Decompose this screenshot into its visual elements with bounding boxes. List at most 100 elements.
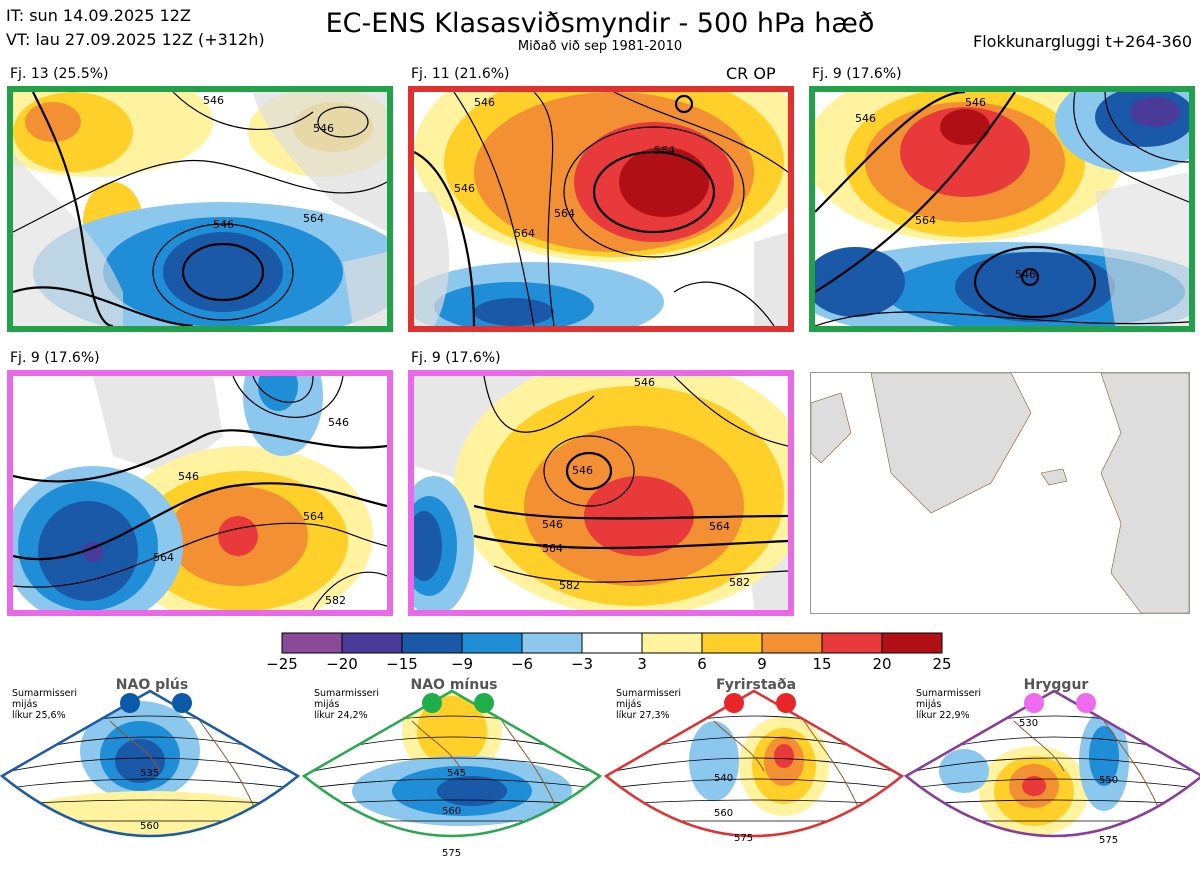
regime-anomaly — [774, 744, 794, 768]
regime-anomaly — [689, 721, 739, 801]
height-contour — [543, 435, 635, 507]
contour-label: 564 — [542, 542, 563, 555]
contour-label: 546 — [542, 518, 563, 531]
contour-label: 546 — [328, 416, 349, 429]
regime-meta-line: mijás — [916, 699, 942, 710]
height-contour — [232, 376, 344, 418]
contour-label: 564 — [554, 207, 575, 220]
regime-contour — [906, 757, 1200, 774]
regime-meta: Sumarmisseri mijás líkur 25,6% — [12, 688, 82, 721]
regime-meta-line: Sumarmisseri — [314, 688, 380, 699]
regime-fan-4: 530 550 575 — [904, 689, 1200, 863]
regime-contour — [904, 853, 1200, 863]
regime-contour-label: 575 — [1099, 835, 1118, 846]
colorbar-swatch — [401, 632, 463, 654]
cluster-panel-4: 546 546 564 564 582 — [7, 370, 393, 616]
height-contour — [613, 92, 788, 173]
regime-contour-label: 550 — [1099, 775, 1118, 786]
height-contour — [13, 482, 387, 561]
height-contour — [483, 376, 595, 433]
land-europe — [1100, 373, 1189, 613]
panel-label-2: Fj. 11 (21.6%) — [411, 66, 510, 82]
regime-marker — [724, 693, 744, 713]
regime-marker — [172, 693, 192, 713]
regime-meta: Sumarmisseri mijás líkur 24,2% — [314, 688, 384, 721]
contour-label: 546 — [965, 96, 986, 109]
contour-label: 564 — [915, 214, 936, 227]
colorbar-tick-label: 6 — [697, 655, 707, 673]
regime-anomaly — [437, 776, 507, 806]
colorbar-swatch — [761, 632, 823, 654]
anomaly-negative — [414, 511, 442, 581]
height-contour — [32, 92, 114, 326]
contour-label: 564 — [303, 212, 324, 225]
regime-anomaly — [939, 749, 989, 793]
height-contour — [815, 311, 1189, 326]
contour-label: 564 — [709, 520, 730, 533]
height-contour — [152, 223, 294, 321]
land-greenland — [253, 92, 387, 232]
height-contour — [13, 429, 387, 483]
regime-fan-3: 540 560 575 — [604, 689, 904, 863]
regime-meta-line: Sumarmisseri — [12, 688, 78, 699]
regime-title: Fyrirstaða — [715, 677, 797, 693]
regime-contour-label: 545 — [447, 768, 466, 779]
cluster-panel-1: 546 546 546 564 — [7, 86, 393, 332]
land-iceland — [1040, 468, 1068, 486]
regime-contour-label: 560 — [140, 821, 159, 832]
colorbar-swatch — [461, 632, 523, 654]
contour-label: 546 — [178, 470, 199, 483]
contour-label: 546 — [634, 376, 655, 389]
regime-meta-line: Sumarmisseri — [616, 688, 682, 699]
height-contour — [592, 150, 716, 234]
colorbar-tick-label: −15 — [386, 655, 418, 673]
height-contour — [563, 126, 745, 258]
regime-meta-line: mijás — [616, 699, 642, 710]
regime-contour-label: 575 — [734, 833, 753, 844]
land-canada — [414, 192, 449, 326]
colorbar-tick-label: −9 — [450, 655, 474, 673]
regime-contour-label: 535 — [140, 768, 159, 779]
regime-contour — [606, 757, 902, 774]
contour-label: 582 — [325, 594, 346, 607]
regime-contour — [304, 757, 600, 774]
cr-op-tag: CR OP — [726, 64, 776, 83]
cluster-map-4: 546 546 564 564 582 — [13, 376, 387, 610]
regime-marker — [1024, 693, 1044, 713]
regime-contour — [604, 837, 904, 842]
panel-label-1: Fj. 13 (25.5%) — [10, 66, 109, 82]
regime-fan-1: 535 560 — [0, 689, 300, 863]
regime-marker — [474, 693, 494, 713]
colorbar-tick-label: 15 — [812, 655, 832, 673]
regime-contour — [0, 853, 300, 863]
contour-label: 546 — [855, 112, 876, 125]
regime-contour-label: 560 — [714, 808, 733, 819]
height-contour — [473, 534, 788, 550]
height-contour — [815, 92, 1016, 293]
cluster-panel-2: 546 546 564 564 564 — [408, 86, 794, 332]
land-greenland — [870, 373, 1032, 514]
colorbar-tick-label: 25 — [932, 655, 952, 673]
height-contour — [1073, 92, 1189, 203]
colorbar-tick-label: −3 — [570, 655, 594, 673]
regime-fan-2: 545 560 575 — [302, 689, 602, 859]
regime-marker — [776, 693, 796, 713]
regime-meta: Sumarmisseri mijás líkur 27,3% — [616, 688, 686, 721]
anomaly-positive — [619, 147, 709, 217]
height-contour — [673, 281, 775, 326]
land-greenland — [93, 376, 223, 476]
page-subtitle: Miðað við sep 1981-2010 — [517, 39, 683, 54]
regime-anomaly — [1089, 726, 1119, 786]
anomaly-positive — [900, 107, 1030, 197]
regime-contour — [604, 853, 904, 863]
regime-meta-line: mijás — [12, 699, 38, 710]
regime-meta-line: líkur 22,9% — [916, 710, 970, 721]
regime-outline — [604, 689, 904, 838]
cluster-panel-6 — [810, 372, 1190, 614]
cluster-panel-5: 546 546 546 564 564 582 582 — [408, 370, 794, 616]
contour-label: 582 — [559, 579, 580, 592]
colorbar-swatch — [641, 632, 703, 654]
height-contour — [13, 522, 387, 588]
cluster-panel-3: 546 546 546 564 — [809, 86, 1195, 332]
colorbar-swatch — [521, 632, 583, 654]
